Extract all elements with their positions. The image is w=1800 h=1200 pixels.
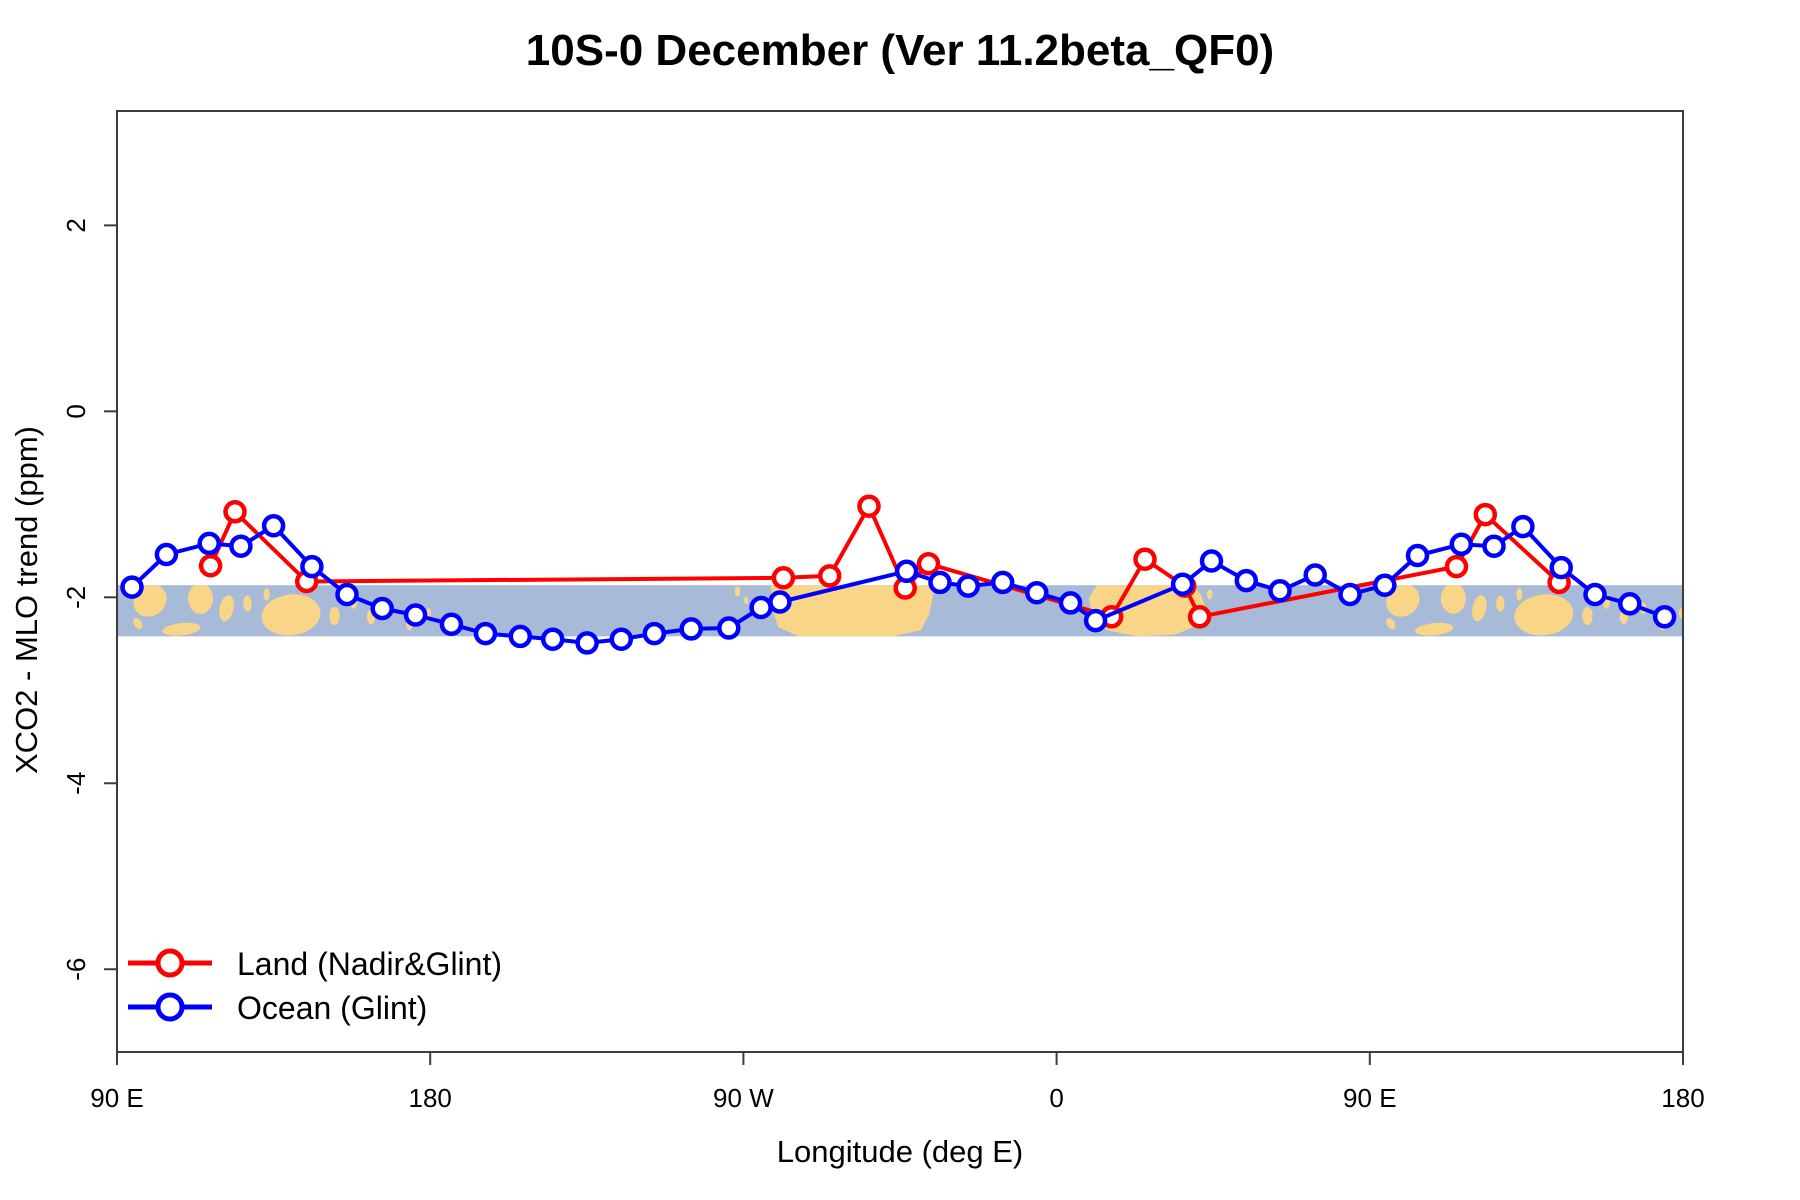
- series-ocean-marker: [335, 582, 359, 607]
- series-ocean-marker: [508, 624, 533, 649]
- series-ocean-marker: [1025, 580, 1049, 605]
- series-ocean-marker: [575, 631, 599, 655]
- series-ocean-marker: [1652, 605, 1677, 629]
- series-ocean-marker: [229, 534, 253, 558]
- series-ocean: [120, 513, 1677, 655]
- series-ocean-marker: [1199, 549, 1224, 573]
- series-ocean-marker: [642, 621, 667, 646]
- series-ocean-marker: [197, 531, 221, 556]
- legend-key-land: [128, 948, 212, 978]
- series-ocean-marker: [1268, 579, 1292, 603]
- land-patch: [744, 596, 749, 605]
- land-patch: [243, 595, 252, 612]
- series-ocean-marker: [749, 595, 773, 620]
- series-land: [198, 494, 1571, 629]
- plot-border: [116, 110, 1684, 1053]
- series-ocean-marker: [120, 575, 144, 599]
- land-patch: [261, 594, 321, 636]
- series-land-marker: [198, 553, 223, 578]
- land-patch: [1472, 595, 1487, 622]
- series-ocean-marker: [768, 590, 792, 614]
- y-tick-label: -6: [61, 958, 91, 981]
- legend-key-ocean: [128, 992, 212, 1022]
- land-patch: [734, 586, 741, 597]
- land-patch: [263, 588, 270, 601]
- series-land-marker: [1187, 605, 1212, 629]
- series-ocean-marker: [1449, 532, 1474, 557]
- y-tick-label: 2: [61, 218, 91, 232]
- land-patch: [1386, 585, 1420, 617]
- land-patch: [329, 606, 340, 626]
- series-ocean-marker: [473, 621, 498, 646]
- x-tick-label: 90 W: [713, 1083, 774, 1113]
- series-ocean-marker: [1618, 592, 1642, 616]
- series-ocean-marker: [990, 570, 1015, 595]
- land-patch: [1514, 594, 1574, 636]
- land-patch-south-america: [771, 585, 935, 637]
- series-ocean-marker: [1583, 582, 1607, 607]
- y-tick-label: -2: [61, 586, 91, 609]
- series-ocean-marker: [717, 616, 741, 640]
- x-tick-label: 90 E: [90, 1083, 144, 1113]
- series-land-marker: [771, 566, 796, 590]
- land-patch: [1415, 622, 1454, 636]
- series-ocean-marker: [1549, 555, 1573, 580]
- series-ocean-marker: [154, 542, 179, 567]
- series-ocean-marker: [928, 570, 952, 595]
- legend-marker-land: [155, 948, 185, 978]
- land-patch: [1516, 588, 1523, 601]
- y-tick-label: -4: [61, 772, 91, 795]
- series-ocean-marker: [1482, 534, 1506, 558]
- land-patch: [1678, 608, 1683, 619]
- legend-label-land: Land (Nadir&Glint): [237, 946, 502, 982]
- series-land-marker: [1133, 547, 1157, 571]
- y-tick-label: 0: [61, 404, 91, 418]
- series-land-marker: [1444, 554, 1469, 579]
- series-land-marker: [916, 552, 941, 576]
- x-tick-label: 180: [409, 1083, 452, 1113]
- series-land-marker: [857, 494, 881, 518]
- legend-label-ocean: Ocean (Glint): [237, 990, 428, 1026]
- series-ocean-marker: [1511, 514, 1535, 539]
- series-ocean-marker: [1373, 573, 1397, 597]
- series-ocean-marker: [1234, 568, 1259, 593]
- land-patch: [1582, 606, 1593, 626]
- x-tick-label: 180: [1661, 1083, 1704, 1113]
- series-ocean-marker: [300, 554, 324, 579]
- series-ocean-marker: [679, 617, 703, 641]
- land-patch: [187, 585, 214, 614]
- land-patch: [162, 622, 201, 636]
- series-ocean-marker: [1303, 563, 1327, 587]
- series-ocean-marker: [540, 627, 565, 651]
- series-ocean-marker: [609, 627, 634, 651]
- x-tick-label: 90 E: [1343, 1083, 1397, 1113]
- series-ocean-marker: [1083, 608, 1108, 633]
- chart-title: 10S-0 December (Ver 11.2beta_QF0): [525, 26, 1275, 75]
- series-ocean-marker: [439, 612, 464, 637]
- land-patch: [1440, 585, 1466, 614]
- x-axis-label: Longitude (deg E): [776, 1134, 1024, 1169]
- land-patch: [1496, 595, 1505, 612]
- series-land-marker: [223, 500, 247, 524]
- land-patch: [1206, 589, 1213, 600]
- series-ocean-marker: [1405, 543, 1430, 568]
- series-ocean-marker: [403, 603, 428, 627]
- series-ocean-marker: [1058, 591, 1083, 615]
- series-ocean-marker: [956, 574, 980, 598]
- series-ocean-marker: [1338, 582, 1362, 607]
- series-ocean-marker: [894, 559, 919, 584]
- series-ocean-marker: [261, 513, 286, 538]
- series-land-marker: [1473, 502, 1498, 527]
- series-ocean-marker: [1170, 572, 1195, 597]
- series-land-marker: [817, 564, 842, 588]
- land-patch: [133, 617, 143, 630]
- land-patch: [1386, 617, 1396, 630]
- legend-marker-ocean: [155, 992, 185, 1022]
- y-axis-label: XCO2 - MLO trend (ppm): [9, 426, 44, 774]
- x-tick-label: 0: [1049, 1083, 1063, 1113]
- series-ocean-marker: [370, 596, 394, 621]
- axis-ticks: [104, 224, 1684, 1065]
- land-patch: [219, 595, 234, 622]
